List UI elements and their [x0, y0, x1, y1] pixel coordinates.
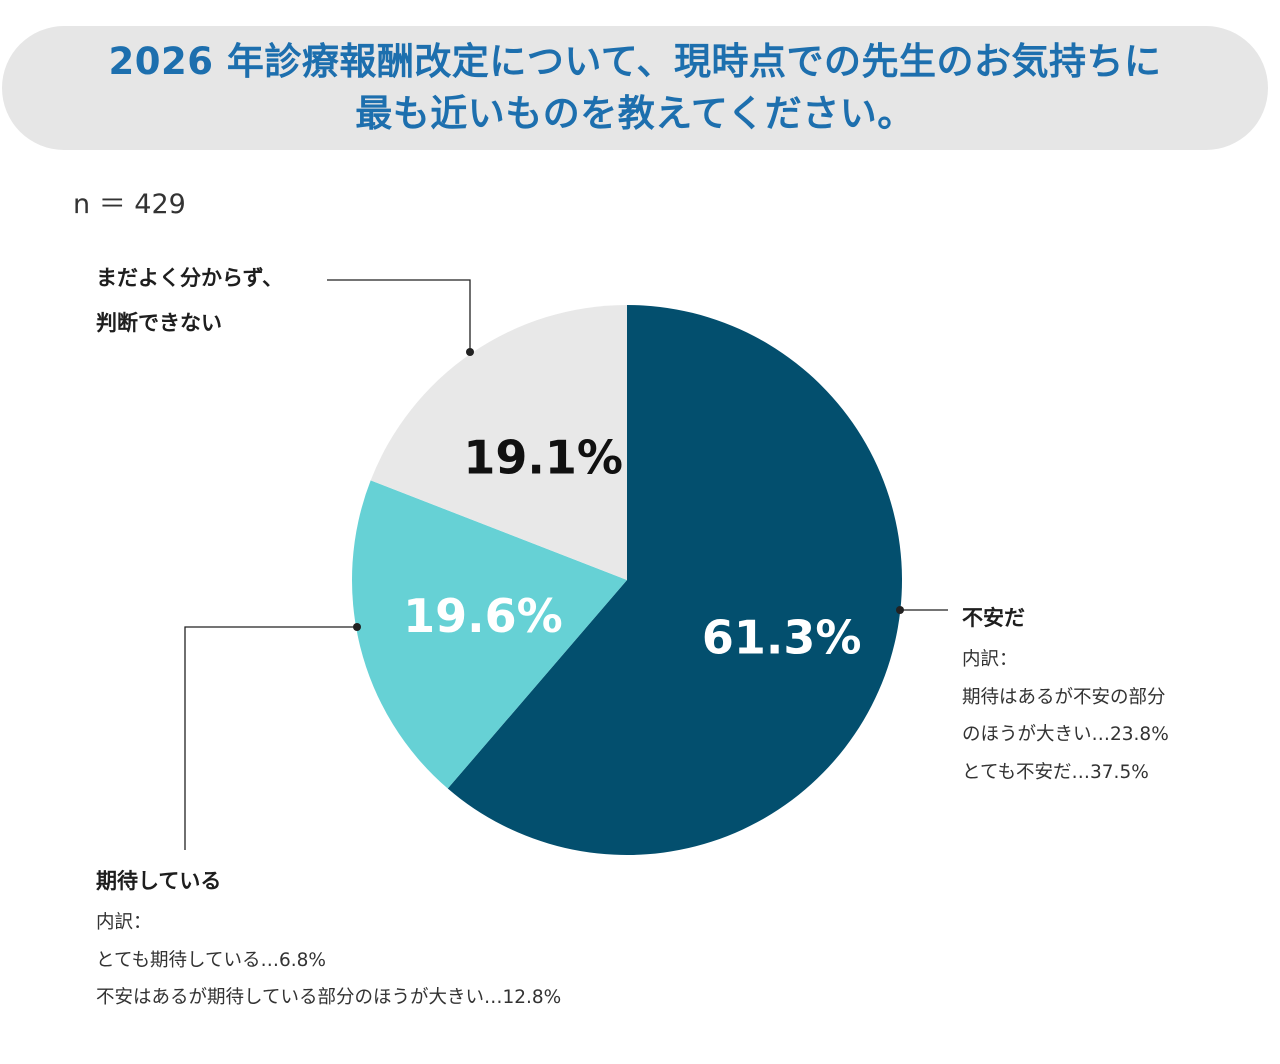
- slice-anxious-value-label: 61.3%: [702, 610, 862, 664]
- leader-dot-anxious: [896, 606, 904, 614]
- chart-title: 2026 年診療報酬改定について、現時点での先生のお気持ちに 最も近いものを教え…: [109, 36, 1162, 140]
- leader-dot-unsure: [466, 348, 474, 356]
- slice-unsure-value-label: 19.1%: [463, 430, 623, 484]
- anxious-breakdown-heading: 内訳：: [962, 649, 1018, 670]
- leader-line-expecting: [184, 626, 357, 850]
- expecting-breakdown-line-1: とても期待している…6.8%: [96, 949, 326, 971]
- leader-line-unsure: [327, 279, 471, 352]
- slice-anxious: [447, 305, 903, 855]
- anxious-breakdown-line-2: のほうが大きい…23.8%: [962, 724, 1169, 745]
- title-line-2: 最も近いものを教えてください。: [355, 92, 915, 135]
- label-anxious-title: 不安だ: [962, 606, 1025, 630]
- expecting-breakdown: 内訳： とても期待している…6.8% 不安はあるが期待している部分のほうが大きい…: [96, 904, 561, 1017]
- leader-lines: [184, 279, 948, 850]
- label-unsure: まだよく分からず、 判断できない: [96, 256, 283, 346]
- title-banner: 2026 年診療報酬改定について、現時点での先生のお気持ちに 最も近いものを教え…: [2, 26, 1268, 150]
- slice-expecting-value-label: 19.6%: [403, 589, 563, 643]
- title-line-1: 2026 年診療報酬改定について、現時点での先生のお気持ちに: [108, 40, 1162, 83]
- anxious-breakdown: 内訳： 期待はあるが不安の部分 のほうが大きい…23.8% とても不安だ…37.…: [962, 641, 1169, 791]
- anxious-breakdown-line-1: 期待はあるが不安の部分: [962, 686, 1166, 708]
- expecting-breakdown-line-2: 不安はあるが期待している部分のほうが大きい…12.8%: [96, 987, 562, 1008]
- anxious-breakdown-line-3: とても不安だ…37.5%: [962, 761, 1149, 783]
- leader-dot-expecting: [353, 623, 361, 631]
- label-expecting-title: 期待している: [96, 869, 222, 893]
- slice-expecting: [351, 480, 627, 789]
- label-unsure-line-1: まだよく分からず、: [96, 266, 284, 290]
- slice-unsure: [370, 305, 627, 580]
- label-expecting: 期待している: [96, 859, 221, 904]
- expecting-breakdown-heading: 内訳：: [96, 912, 152, 933]
- label-unsure-line-2: 判断できない: [96, 311, 222, 335]
- label-anxious: 不安だ: [962, 596, 1025, 641]
- sample-size: n ＝ 429: [73, 189, 186, 220]
